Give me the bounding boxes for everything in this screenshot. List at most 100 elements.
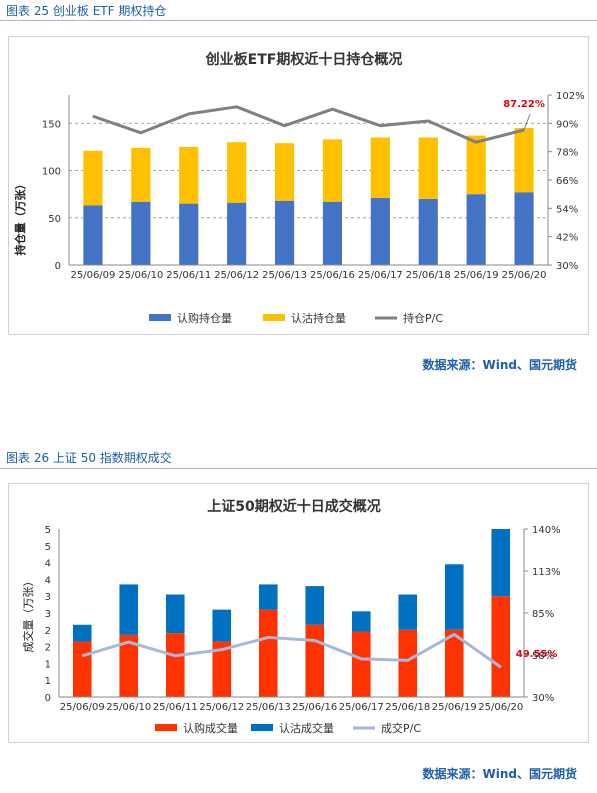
bar-put-25/06/12 <box>212 609 232 642</box>
pc-point-25/06/13 <box>267 636 269 638</box>
pc-point-25/06/18 <box>427 120 429 122</box>
pc-point-25/06/17 <box>360 658 362 660</box>
bar-put-25/06/18 <box>418 137 438 199</box>
bar-call-25/06/10 <box>119 634 139 697</box>
y-tick-label: 100 <box>42 167 61 178</box>
pc-last-annotation: 87.22% <box>503 99 545 110</box>
bar-call-25/06/18 <box>418 198 438 265</box>
bar-put-25/06/13 <box>258 584 278 610</box>
y-tick-label: 1 <box>45 659 51 670</box>
bar-put-25/06/10 <box>131 147 151 202</box>
bar-call-25/06/17 <box>351 631 371 697</box>
bar-put-25/06/09 <box>83 150 103 206</box>
y2-tick-label: 85% <box>532 609 554 620</box>
bar-call-25/06/17 <box>370 197 390 265</box>
figure-26-source: 数据来源：Wind、国元期货 <box>422 767 577 781</box>
chart-2-title: 上证50期权近十日成交概况 <box>207 498 380 515</box>
x-tick-label: 25/06/09 <box>60 702 105 713</box>
pc-point-25/06/17 <box>379 125 381 127</box>
y-tick-label: 2 <box>45 643 51 654</box>
bar-call-25/06/11 <box>179 203 199 265</box>
bar-call-25/06/20 <box>491 596 511 697</box>
y-tick-label: 3 <box>45 609 51 620</box>
bar-call-25/06/09 <box>72 641 92 697</box>
pc-point-25/06/16 <box>314 639 316 641</box>
y2-tick-label: 140% <box>532 525 561 536</box>
x-tick-label: 25/06/17 <box>339 702 384 713</box>
bar-put-25/06/18 <box>398 594 418 630</box>
bar-put-25/06/11 <box>165 594 185 634</box>
legend-label: 认沽成交量 <box>279 721 334 735</box>
legend-swatch <box>251 724 273 731</box>
y-tick-label: 0 <box>55 261 61 272</box>
bar-call-25/06/19 <box>444 629 464 697</box>
y-tick-label: 4 <box>45 575 51 586</box>
bar-put-25/06/09 <box>72 624 92 642</box>
figure-25-caption: 图表 25 创业板 ETF 期权持仓 <box>6 4 167 18</box>
figure-26-caption: 图表 26 上证 50 指数期权成交 <box>6 451 172 465</box>
y2-tick-label: 30% <box>532 693 554 704</box>
x-tick-label: 25/06/18 <box>406 270 451 281</box>
bar-put-25/06/17 <box>370 137 390 198</box>
x-tick-label: 25/06/17 <box>358 270 403 281</box>
pc-point-25/06/11 <box>174 655 176 657</box>
pc-point-25/06/19 <box>453 633 455 635</box>
pc-point-25/06/19 <box>475 141 477 143</box>
y2-tick-label: 90% <box>556 119 578 130</box>
x-tick-label: 25/06/12 <box>199 702 244 713</box>
x-tick-label: 25/06/13 <box>262 270 307 281</box>
pc-point-25/06/13 <box>284 125 286 127</box>
legend-label: 认购持仓量 <box>177 311 232 325</box>
figure-25-source: 数据来源：Wind、国元期货 <box>422 358 577 372</box>
x-tick-label: 25/06/10 <box>106 702 151 713</box>
annotation-leader <box>523 113 531 131</box>
y2-tick-label: 42% <box>556 233 578 244</box>
chart-2-svg: 上证50期权近十日成交概况 49.55% 0 1 1 2 2 3 3 4 4 5 5 30% 58% 85… <box>21 498 561 735</box>
chart-2-container: 上证50期权近十日成交概况 49.55% 0 1 1 2 2 3 3 4 4 5 5 30% 58% 85… <box>8 483 589 743</box>
figure-25-rule <box>0 20 597 21</box>
bar-call-25/06/11 <box>165 633 185 697</box>
legend-swatch <box>155 724 177 731</box>
bar-call-25/06/13 <box>258 609 278 697</box>
y2-tick-label: 66% <box>556 176 578 187</box>
y2-tick-label: 58% <box>532 651 554 662</box>
pc-ratio-line <box>81 632 502 669</box>
bar-call-25/06/12 <box>227 202 247 265</box>
pc-point-25/06/12 <box>221 649 223 651</box>
bar-call-25/06/09 <box>83 205 103 265</box>
bar-put-25/06/10 <box>119 584 139 635</box>
pc-point-25/06/10 <box>128 641 130 643</box>
legend-label: 认购成交量 <box>183 721 238 735</box>
y-tick-label: 1 <box>45 676 51 687</box>
x-tick-label: 25/06/12 <box>214 270 259 281</box>
chart-1-title: 创业板ETF期权近十日持仓概况 <box>205 51 403 68</box>
bar-call-25/06/20 <box>514 192 534 265</box>
pc-point-25/06/11 <box>188 113 190 115</box>
pc-point-25/06/16 <box>331 108 333 110</box>
pc-point-25/06/09 <box>81 655 83 657</box>
y-tick-label: 5 <box>45 542 51 553</box>
bar-call-25/06/16 <box>322 201 343 265</box>
y-tick-label: 150 <box>42 119 61 130</box>
bar-call-25/06/18 <box>398 629 418 697</box>
y2-tick-label: 113% <box>532 567 561 578</box>
bar-put-25/06/16 <box>305 586 325 625</box>
pc-point-25/06/10 <box>140 132 142 134</box>
y-tick-label: 3 <box>45 592 51 603</box>
bar-call-25/06/13 <box>274 200 295 265</box>
y-tick-label: 2 <box>45 626 51 637</box>
x-tick-label: 25/06/16 <box>292 702 337 713</box>
y2-tick-label: 78% <box>556 148 578 159</box>
bar-put-25/06/12 <box>227 142 247 203</box>
x-tick-label: 25/06/09 <box>70 270 115 281</box>
pc-point-25/06/12 <box>236 106 238 108</box>
bar-put-25/06/17 <box>351 611 371 632</box>
legend-label: 持仓P/C <box>403 311 443 325</box>
x-tick-label: 25/06/19 <box>432 702 477 713</box>
bar-call-25/06/16 <box>305 624 325 697</box>
bar-call-25/06/10 <box>131 201 151 265</box>
x-tick-label: 25/06/20 <box>502 270 547 281</box>
y-tick-label: 5 <box>45 525 51 536</box>
legend-swatch <box>149 314 171 321</box>
y-tick-label: 50 <box>48 214 61 225</box>
